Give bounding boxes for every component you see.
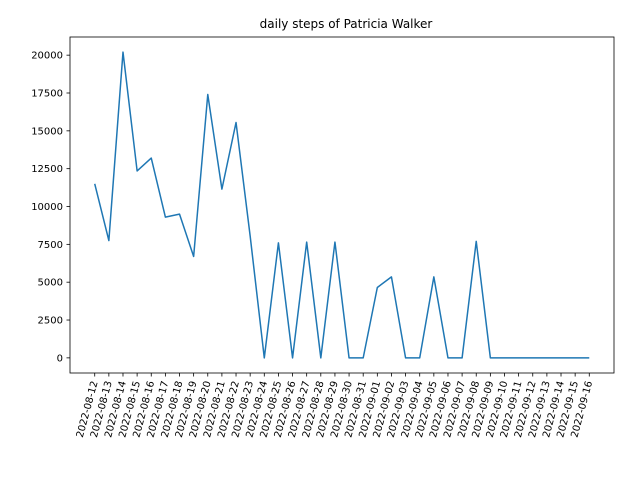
y-tick-label: 20000 [31,51,63,62]
y-tick-label: 17500 [31,89,63,100]
y-tick-label: 0 [57,353,63,364]
axes-frame [69,36,615,374]
y-tick-label: 7500 [38,240,63,251]
series-line-0 [94,51,590,359]
y-tick-label: 15000 [31,126,63,137]
y-tick-label: 12500 [31,164,63,175]
y-tick-label: 2500 [38,316,63,327]
chart-title: daily steps of Patricia Walker [260,17,433,31]
y-tick-label: 10000 [31,202,63,213]
plot-area: 0250050007500100001250015000175002000020… [31,36,615,439]
y-tick-label: 5000 [38,278,63,289]
